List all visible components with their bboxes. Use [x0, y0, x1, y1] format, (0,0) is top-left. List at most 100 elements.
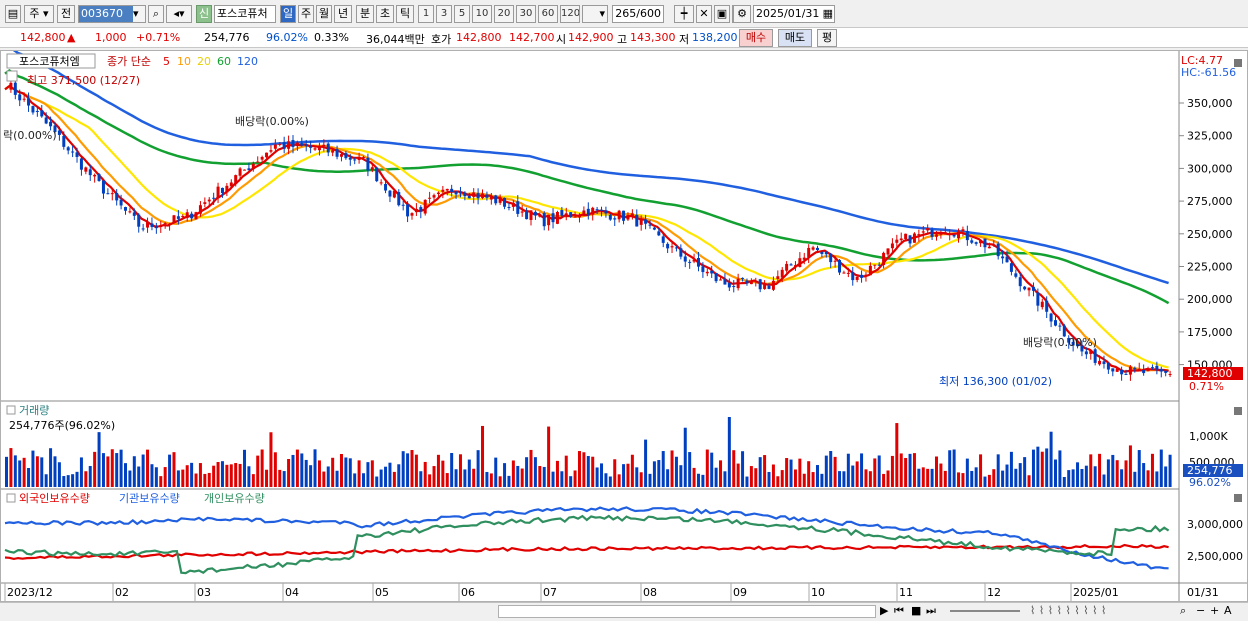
volume-bar — [1071, 469, 1075, 487]
x-axis-end: 01/31 — [1187, 586, 1219, 599]
type-select[interactable]: 주 ▾ — [24, 5, 54, 23]
volume-bar — [256, 455, 260, 487]
buy-button[interactable]: 매수 — [739, 29, 773, 47]
interval-1[interactable]: 1 — [418, 5, 434, 23]
horizontal-scrollbar[interactable] — [498, 605, 876, 618]
legend-box[interactable] — [6, 53, 96, 69]
stop-icon[interactable]: ■ — [911, 604, 922, 617]
interval-60[interactable]: 60 — [538, 5, 558, 23]
volume-bar — [767, 471, 771, 487]
volume-bar — [1018, 463, 1022, 487]
candle-body — [265, 152, 269, 158]
volume-bar — [789, 459, 793, 487]
calendar-icon[interactable]: ▦ — [822, 7, 833, 20]
current-price: 142,800 — [20, 31, 66, 44]
chart-svg[interactable]: 포스코퓨처엠 종가 단순 5 10 20 60 120 LC:4.77 HC:-… — [1, 45, 1247, 601]
avg-button[interactable]: 평 — [817, 29, 837, 47]
candle-body — [388, 190, 392, 197]
zoom-in-icon[interactable]: + — [1210, 604, 1220, 617]
volume-bar — [203, 473, 207, 487]
tool-icons[interactable]: ⌇ ⌇ ⌇ ⌇ ⌇ ⌇ ⌇ ⌇ ⌇ — [1030, 604, 1107, 617]
price-pane-close-icon[interactable] — [1234, 59, 1242, 67]
settings-icon[interactable]: ⚙ — [733, 5, 751, 23]
volume-bar — [511, 460, 515, 487]
interval-120[interactable]: 120 — [560, 5, 580, 23]
volume-bar — [1076, 462, 1080, 487]
tab-second[interactable]: 초 — [376, 5, 394, 23]
rewind-icon[interactable]: ⏮ — [894, 604, 904, 617]
candle-body — [498, 197, 502, 203]
volume-bar — [185, 465, 189, 487]
chart-menu-icon[interactable]: ▤ — [5, 5, 21, 23]
forward-icon[interactable]: ⏭ — [926, 604, 936, 617]
candle-body — [644, 219, 648, 224]
code-dropdown-icon[interactable]: ▾ — [133, 6, 145, 22]
stock-code-input[interactable]: 003670 ▾ — [78, 5, 146, 23]
stock-name-field[interactable]: 포스코퓨처 — [214, 5, 276, 23]
candle-body — [595, 209, 599, 211]
zoom-slider[interactable] — [950, 610, 1020, 612]
interval-20[interactable]: 20 — [494, 5, 514, 23]
candle-body — [397, 192, 401, 206]
volume-pane-close-icon[interactable] — [1234, 407, 1242, 415]
volume-bar — [957, 472, 961, 487]
candle-body — [1146, 368, 1150, 372]
x-axis-label: 09 — [733, 586, 747, 599]
candle-body — [295, 142, 299, 147]
speaker-icon[interactable]: ◂▾ — [166, 5, 192, 23]
candle-body — [965, 231, 969, 241]
volume-bar — [608, 476, 612, 487]
tab-year[interactable]: 년 — [334, 5, 352, 23]
scroll-right-icon[interactable]: ▶ — [880, 604, 889, 617]
candle-body — [106, 193, 110, 195]
candle-body — [873, 264, 877, 266]
save-icon[interactable]: ▣ — [714, 5, 730, 23]
interval-5[interactable]: 5 — [454, 5, 470, 23]
volume-bar — [564, 455, 568, 487]
interval-3[interactable]: 3 — [436, 5, 452, 23]
tab-minute[interactable]: 분 — [356, 5, 374, 23]
candle-body — [313, 148, 317, 150]
date-field[interactable]: 2025/01/31 ▦ — [753, 5, 835, 23]
candle-body — [225, 185, 229, 193]
volume-bar — [247, 466, 251, 487]
zoom-icon[interactable]: ⌕ — [1180, 604, 1187, 617]
volume-title: 거래량 — [19, 404, 49, 417]
prev-button[interactable]: 전 — [57, 5, 75, 23]
candle-body — [436, 192, 440, 195]
tab-day[interactable]: 일 — [280, 5, 296, 23]
volume-bar — [719, 460, 723, 487]
search-icon[interactable]: ⌕ — [148, 5, 164, 23]
tab-week[interactable]: 주 — [298, 5, 314, 23]
holdings-pane-close-icon[interactable] — [1234, 494, 1242, 502]
candle-body — [282, 142, 286, 149]
candle-body — [560, 210, 564, 216]
candle-body — [763, 284, 767, 289]
font-size-icon[interactable]: A — [1224, 604, 1232, 617]
tab-tick[interactable]: 틱 — [396, 5, 414, 23]
zoom-out-icon[interactable]: − — [1196, 604, 1206, 617]
candle-body — [864, 274, 868, 277]
candle-body — [93, 174, 97, 177]
y-ticks: 350,000 325,000 300,000 275,000 250,000 225,0… — [1179, 97, 1233, 372]
interval-30[interactable]: 30 — [516, 5, 536, 23]
volume-bar — [533, 457, 537, 487]
holdings-pane-icon[interactable] — [6, 493, 16, 503]
candle-body — [57, 130, 61, 135]
candle-body — [652, 227, 656, 230]
toolbar: ▤ 주 ▾ 전 003670 ▾ ⌕ ◂▾ 신 포스코퓨처 일 주 월 년 분 초… — [0, 0, 1248, 28]
tab-month[interactable]: 월 — [316, 5, 332, 23]
count-field[interactable]: 265/600 — [612, 5, 664, 23]
candle-body — [604, 210, 608, 214]
sell-button[interactable]: 매도 — [778, 29, 812, 47]
cross-tool-icon[interactable]: ✕ — [696, 5, 712, 23]
candle-body — [564, 213, 568, 216]
candle-type-icon[interactable]: ┿ — [674, 5, 694, 23]
custom-interval-select[interactable]: ▾ — [582, 5, 608, 23]
stock-legend-name: 포스코퓨처엠 — [19, 55, 80, 68]
interval-10[interactable]: 10 — [472, 5, 492, 23]
candle-body — [573, 216, 577, 218]
up-arrow-icon: ▲ — [67, 31, 76, 44]
volume-pane-icon[interactable] — [6, 405, 16, 415]
candles — [9, 77, 1172, 381]
